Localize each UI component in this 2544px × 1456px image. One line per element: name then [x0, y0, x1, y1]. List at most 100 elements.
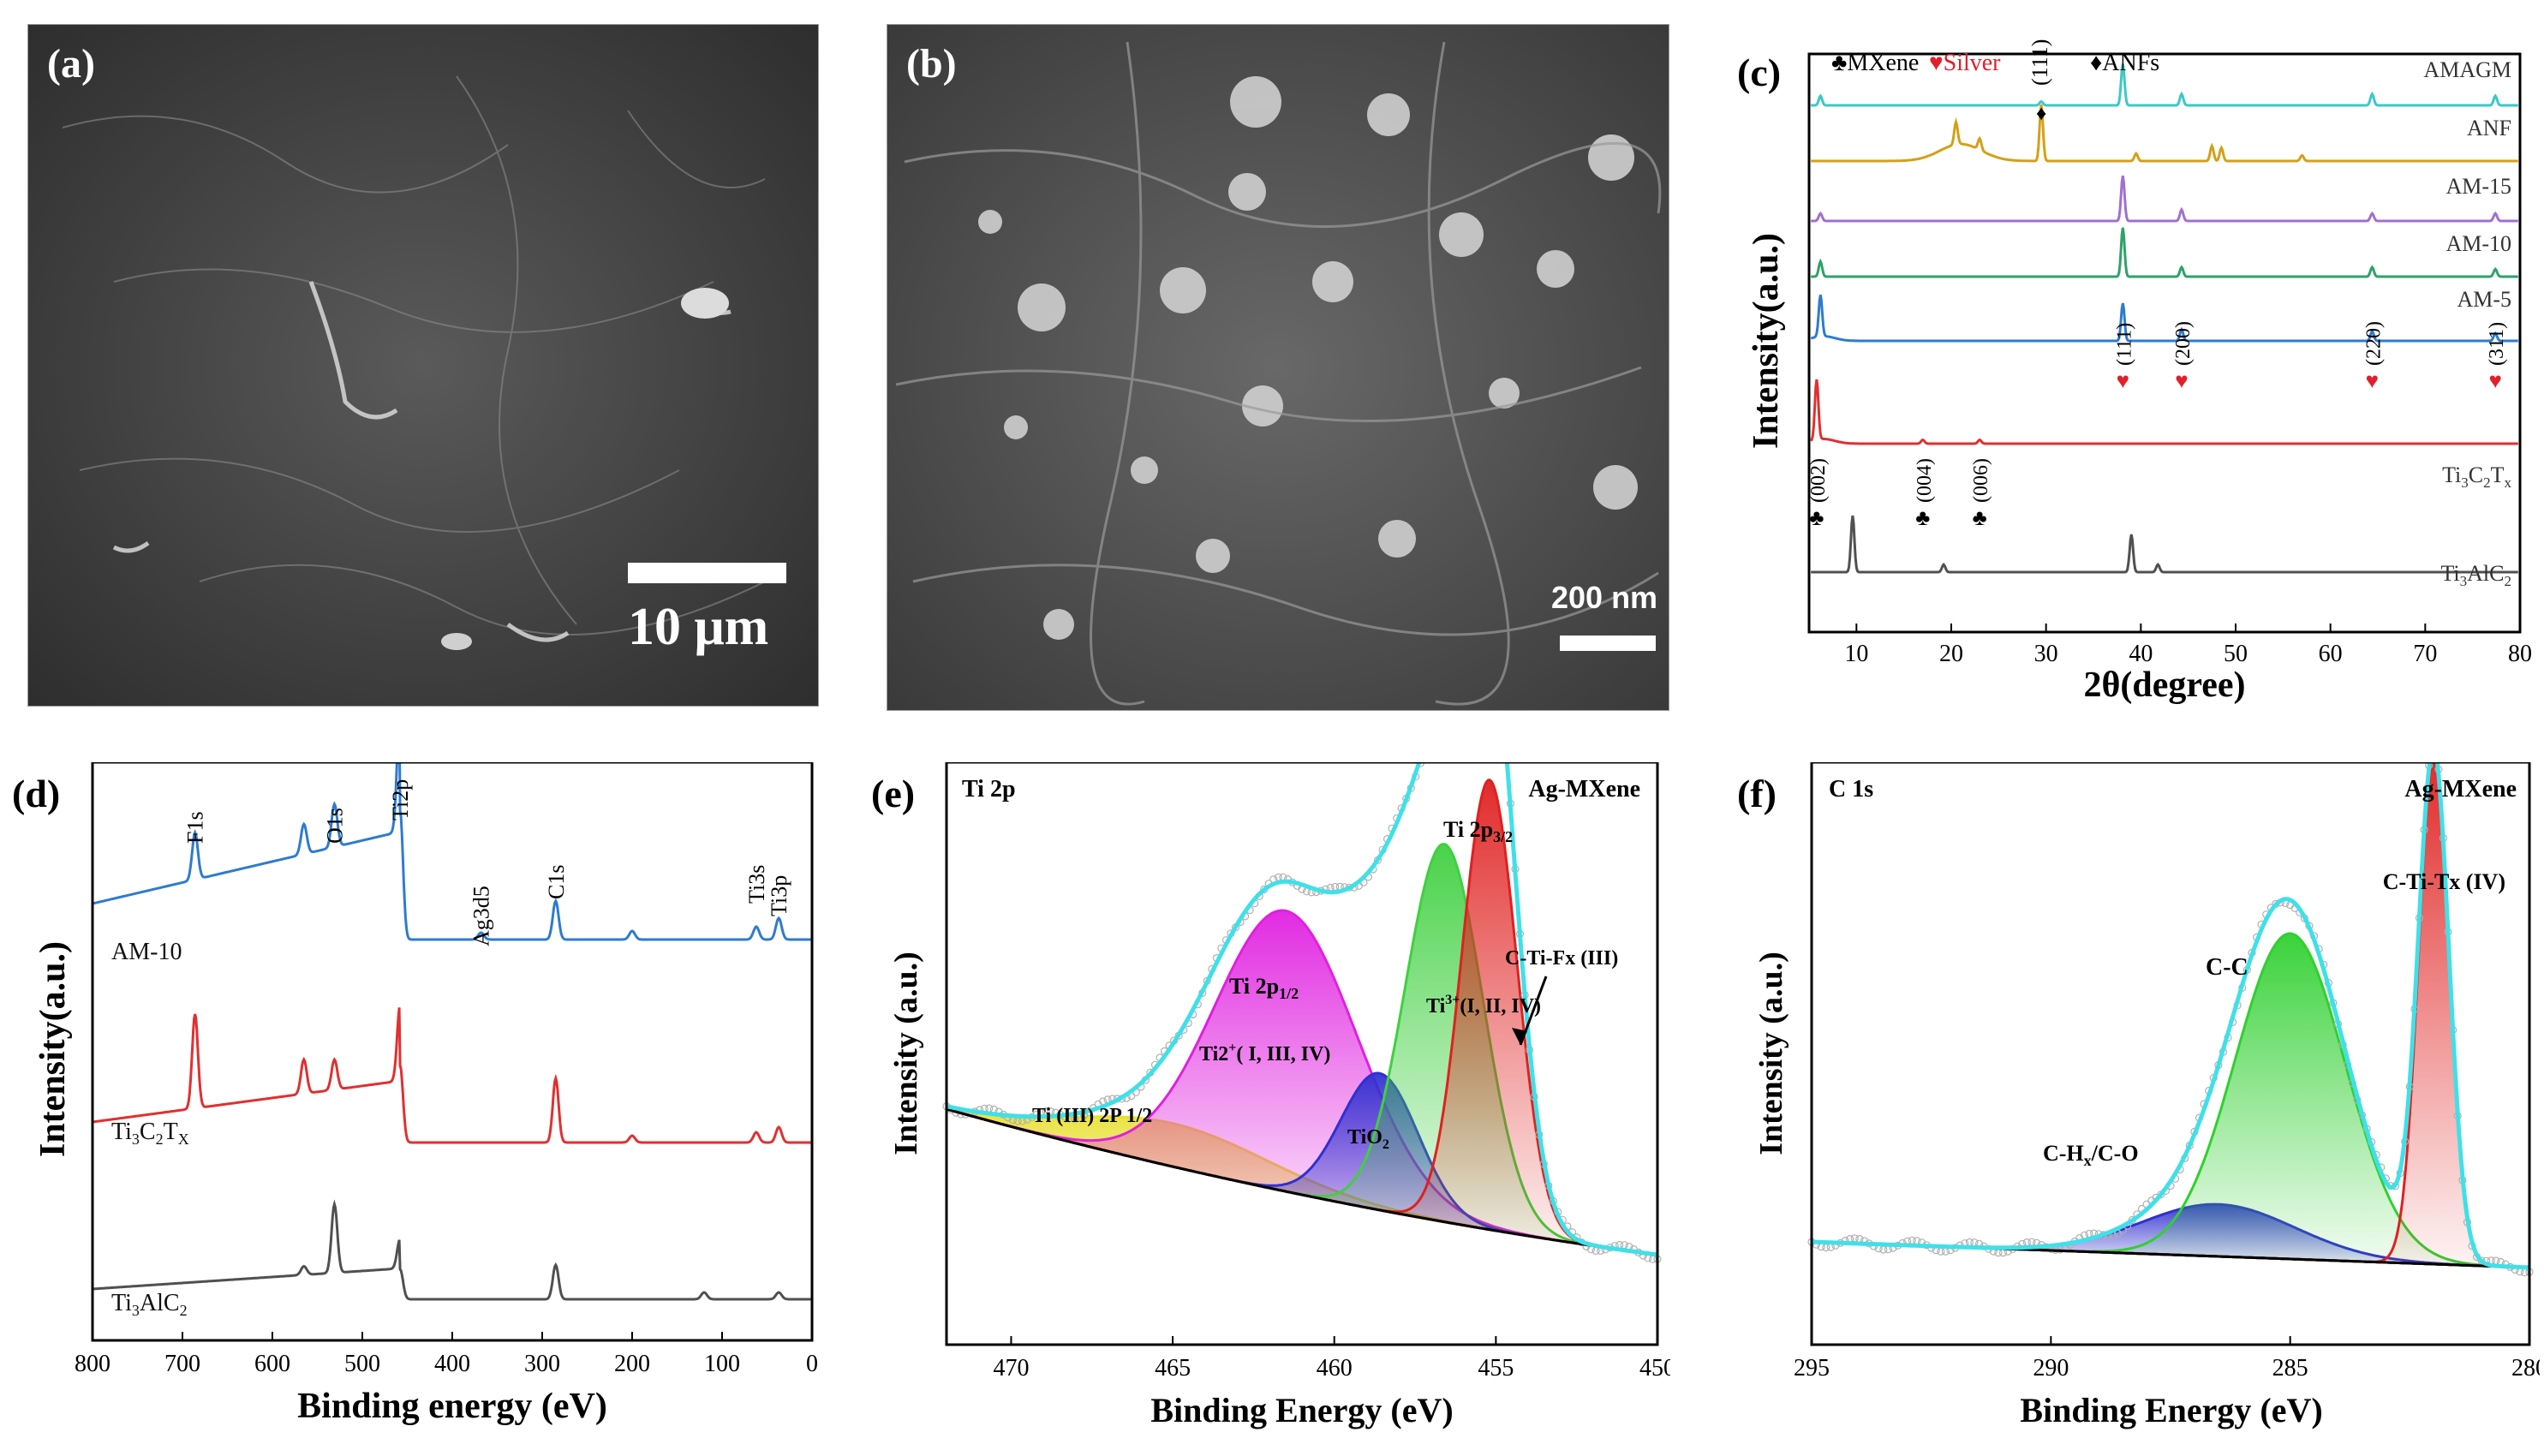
ti2p-chart: 470 465 460 455 450 Binding Energy (eV) Inte…: [871, 541, 1675, 1429]
xrd-xtick-label: 50: [2224, 641, 2248, 667]
xrd-annot-label: (002): [1807, 458, 1830, 503]
xrd-annot-symbol: ♣: [1973, 505, 1987, 530]
xrd-xtick-label: 30: [2034, 641, 2058, 667]
xrd-series-ti3c2tx: [1809, 379, 2518, 445]
label-chx: C-Hx/C-O: [2043, 1141, 2139, 1169]
xrd-series-am-5: [1810, 295, 2518, 343]
panel-d: 800 700 600 500 400 300 200 100 0 Binding energy…: [0, 709, 822, 1447]
sem-image-b: (b) 200 nm: [887, 24, 1669, 711]
survey-peak-label: Ag3d5: [469, 886, 494, 946]
survey-xtick-label: 700: [164, 1351, 200, 1377]
panel-f: 295 290 285 280 Binding Energy (eV) Intensi…: [1730, 739, 2544, 1447]
xtick-label: 460: [1317, 1355, 1353, 1381]
survey-peak-label: C1s: [544, 865, 569, 899]
panel-label-e: (e): [871, 772, 915, 815]
xrd-xlabel: 2θ(degree): [2083, 665, 2245, 705]
label-ti2plus: Ti2+( I, III, IV): [1199, 1041, 1330, 1065]
ti2p-corner-right: Ag-MXene: [1528, 776, 1640, 803]
panel-label-b: (b): [906, 41, 957, 87]
xrd-annot-symbol: ♥: [2366, 368, 2379, 393]
envelope-fit: [946, 541, 1658, 1257]
xrd-xtick-label: 60: [2319, 641, 2343, 667]
xrd-chart: 10 20 30 40 50 60 70 80 2θ(degree) Intensity(a.…: [1737, 39, 2532, 705]
xrd-name-2: AM-15: [2445, 174, 2511, 199]
xrd-annot-label: (311): [2486, 322, 2508, 366]
xrd-annot-symbol: ♥: [2175, 368, 2188, 393]
xtick-label: 470: [993, 1355, 1029, 1381]
ti2p-axes-frame: [945, 761, 1659, 1346]
survey-xtick-label: 300: [524, 1351, 560, 1377]
survey-xlabel: Binding energy (eV): [297, 1387, 607, 1426]
xrd-annot-label: (200): [2172, 321, 2195, 366]
survey-xtick-label: 600: [254, 1351, 290, 1377]
panel-e: 470 465 460 455 450 Binding Energy (eV) Inte…: [861, 541, 1675, 1447]
c1s-axes-frame: [1810, 761, 2531, 1346]
xrd-annot-symbol: ♣: [1809, 505, 1824, 530]
xrd-name-1: ANF: [2467, 116, 2511, 140]
xrd-series-am-10: [1811, 227, 2518, 278]
survey-name-2: Ti3AlC2: [111, 1290, 188, 1319]
label-ctifx: C-Ti-Fx (III): [1505, 947, 1618, 970]
panel-label-f: (f): [1737, 772, 1777, 815]
xrd-name-0: AMAGM: [2423, 57, 2511, 82]
sem-image-a: (a) 10 μm: [27, 24, 819, 707]
background-line: [946, 1107, 1658, 1256]
legend-anfs: ♦ANFs: [2090, 50, 2159, 76]
xrd-annot-label: (220): [2362, 321, 2385, 366]
survey-xtick-label: 200: [614, 1351, 650, 1377]
xtick-label: 290: [2033, 1355, 2069, 1381]
xrd-series-anf: [1811, 104, 2518, 163]
label-cc: C-C: [2206, 954, 2248, 981]
xtick-label: 450: [1639, 1355, 1670, 1381]
xrd-annot-label: (006): [1970, 458, 1992, 503]
xrd-annot-symbol: ♥: [2117, 368, 2129, 393]
panel-label-a: (a): [47, 41, 95, 87]
label-tio2: TiO2: [1347, 1126, 1389, 1152]
label-ti3plus: Ti3+(I, II, IV): [1426, 993, 1541, 1017]
panel-label-c: (c): [1737, 51, 1781, 94]
xrd-xtick-label: 40: [2129, 641, 2153, 667]
xps-survey-chart: 800 700 600 500 400 300 200 100 0 Binding energy…: [12, 709, 818, 1426]
survey-xtick-label: 500: [344, 1351, 380, 1377]
c1s-ylabel: Intensity (a.u.): [1753, 952, 1789, 1155]
xtick-label: 280: [2511, 1355, 2540, 1381]
xtick-label: 295: [1794, 1355, 1830, 1381]
label-tiiii: Ti (III) 2P 1/2: [1032, 1105, 1152, 1127]
survey-xtick-label: 800: [75, 1351, 110, 1377]
panel-label-d: (d): [12, 772, 60, 815]
xrd-anf-marker: ♦: [2036, 103, 2046, 125]
xrd-name-3: AM-10: [2445, 231, 2511, 256]
survey-axes-frame: [91, 761, 814, 1342]
ti2p-xlabel: Binding Energy (eV): [1150, 1391, 1453, 1429]
xrd-legend: ♣MXene ♥Silver ♦ANFs (111): [1831, 39, 2159, 86]
survey-xtick-label: 0: [806, 1351, 818, 1377]
legend-mxene: ♣MXene: [1831, 50, 1919, 76]
legend-silver: ♥Silver: [1929, 50, 2001, 76]
survey-series-0: [92, 709, 812, 941]
c1s-peak-labels: C-Hx/C-O C-C C-Ti-Tx (IV): [2043, 869, 2505, 1169]
survey-name-0: AM-10: [111, 939, 182, 965]
xrd-series-amagm: [1811, 63, 2518, 107]
survey-xtick-label: 400: [434, 1351, 470, 1377]
ctifx-arrow-head: [1512, 1028, 1527, 1045]
xrd-annot-symbol: ♥: [2489, 368, 2502, 393]
xrd-annot-label: (004): [1914, 458, 1936, 503]
c1s-chart: 295 290 285 280 Binding Energy (eV) Intensi…: [1737, 739, 2544, 1429]
xrd-series-am-15: [1811, 175, 2518, 223]
ti2p-peak-labels: Ti 2p1/2 Ti 2p3/2 Ti2+( I, III, IV) Ti3+…: [1032, 817, 1618, 1152]
scale-text-a: 10 μm: [628, 598, 769, 656]
sem-texture-b: [887, 25, 1669, 710]
envelope-fit: [1812, 744, 2530, 1270]
xrd-xtick-label: 20: [1939, 641, 1963, 667]
xtick-label: 455: [1478, 1355, 1514, 1381]
xrd-name-6: Ti3AlC2: [2440, 561, 2511, 589]
xrd-ylabel: Intensity(a.u.): [1747, 233, 1786, 449]
c1s-corner-right: Ag-MXene: [2404, 776, 2517, 803]
survey-peak-label: Ti3p: [767, 875, 791, 916]
survey-peak-label: Ti2p: [388, 779, 413, 820]
scale-text-b: 200 nm: [1551, 580, 1658, 615]
xrd-annot-label: (111): [2113, 323, 2135, 366]
survey-series-2: [92, 1199, 812, 1301]
ti2p-corner-left: Ti 2p: [962, 776, 1016, 803]
xrd-xtick-label: 80: [2508, 641, 2532, 667]
